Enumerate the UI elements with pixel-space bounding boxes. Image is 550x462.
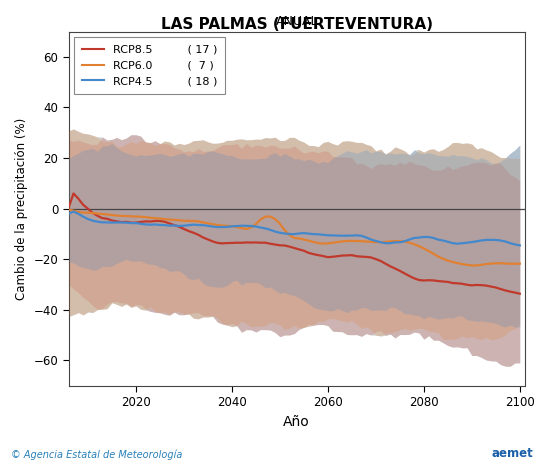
Title: LAS PALMAS (FUERTEVENTURA): LAS PALMAS (FUERTEVENTURA) [161,17,433,31]
Text: © Agencia Estatal de Meteorología: © Agencia Estatal de Meteorología [11,449,183,460]
Legend: RCP8.5          ( 17 ), RCP6.0          (  7 ), RCP4.5          ( 18 ): RCP8.5 ( 17 ), RCP6.0 ( 7 ), RCP4.5 ( 18… [74,37,225,94]
X-axis label: Año: Año [283,414,310,429]
Text: aemet: aemet [492,447,534,460]
Text: ANUAL: ANUAL [276,15,318,28]
Y-axis label: Cambio de la precipitación (%): Cambio de la precipitación (%) [15,117,28,300]
